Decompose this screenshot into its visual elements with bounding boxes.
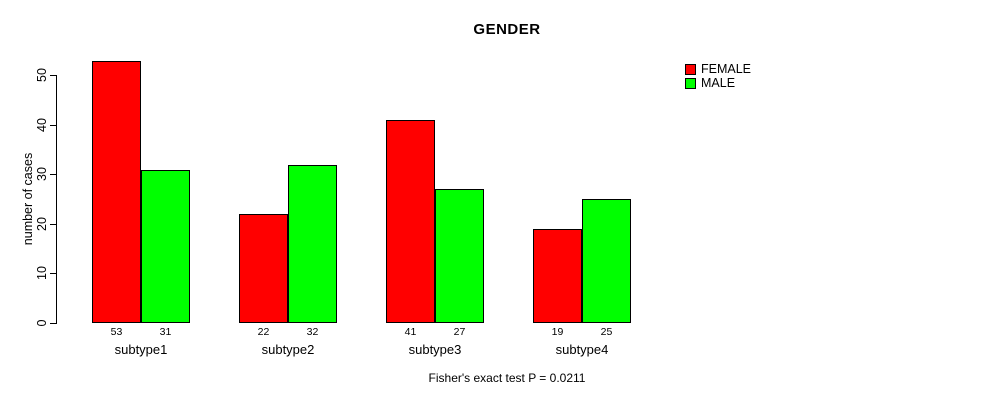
legend-swatch-male: [685, 77, 696, 89]
y-tick-mark: [50, 224, 57, 225]
category-label-subtype3: subtype3: [408, 342, 462, 357]
y-tick-mark: [50, 273, 57, 274]
bar-female-subtype4: [533, 229, 582, 323]
legend: FEMALE MALE: [685, 62, 751, 90]
y-tick-label: 50: [35, 68, 49, 82]
bar-female-subtype3: [386, 120, 435, 323]
bar-value-label: 32: [306, 326, 319, 338]
legend-item-female: FEMALE: [685, 62, 751, 76]
bar-value-label: 22: [257, 326, 270, 338]
y-tick-label: 40: [35, 118, 49, 132]
bar-value-label: 31: [159, 326, 172, 338]
bar-value-label: 19: [551, 326, 564, 338]
y-tick-label: 0: [35, 319, 49, 327]
bar-female-subtype2: [239, 214, 288, 323]
y-tick-mark: [50, 75, 57, 76]
category-label-subtype1: subtype1: [114, 342, 168, 357]
bar-male-subtype2: [288, 165, 337, 323]
bar-value-label: 27: [453, 326, 466, 338]
bar-male-subtype4: [582, 199, 631, 323]
bar-male-subtype3: [435, 189, 484, 323]
y-tick-label: 30: [35, 167, 49, 181]
y-tick-label: 10: [35, 266, 49, 280]
y-axis-line: [56, 75, 57, 323]
chart-subtitle: Fisher's exact test P = 0.0211: [428, 371, 586, 385]
y-tick-mark: [50, 323, 57, 324]
chart-title: GENDER: [473, 21, 541, 38]
y-tick-label: 20: [35, 217, 49, 231]
bar-value-label: 41: [404, 326, 417, 338]
y-axis-label: number of cases: [21, 152, 35, 246]
category-label-subtype2: subtype2: [261, 342, 315, 357]
bar-value-label: 25: [600, 326, 613, 338]
y-tick-mark: [50, 174, 57, 175]
bar-female-subtype1: [92, 61, 141, 323]
y-tick-mark: [50, 125, 57, 126]
legend-label: FEMALE: [701, 62, 752, 76]
legend-label: MALE: [701, 76, 736, 90]
bar-value-label: 53: [110, 326, 123, 338]
category-label-subtype4: subtype4: [555, 342, 609, 357]
legend-swatch-female: [685, 63, 696, 75]
legend-item-male: MALE: [685, 76, 751, 90]
bar-male-subtype1: [141, 170, 190, 323]
